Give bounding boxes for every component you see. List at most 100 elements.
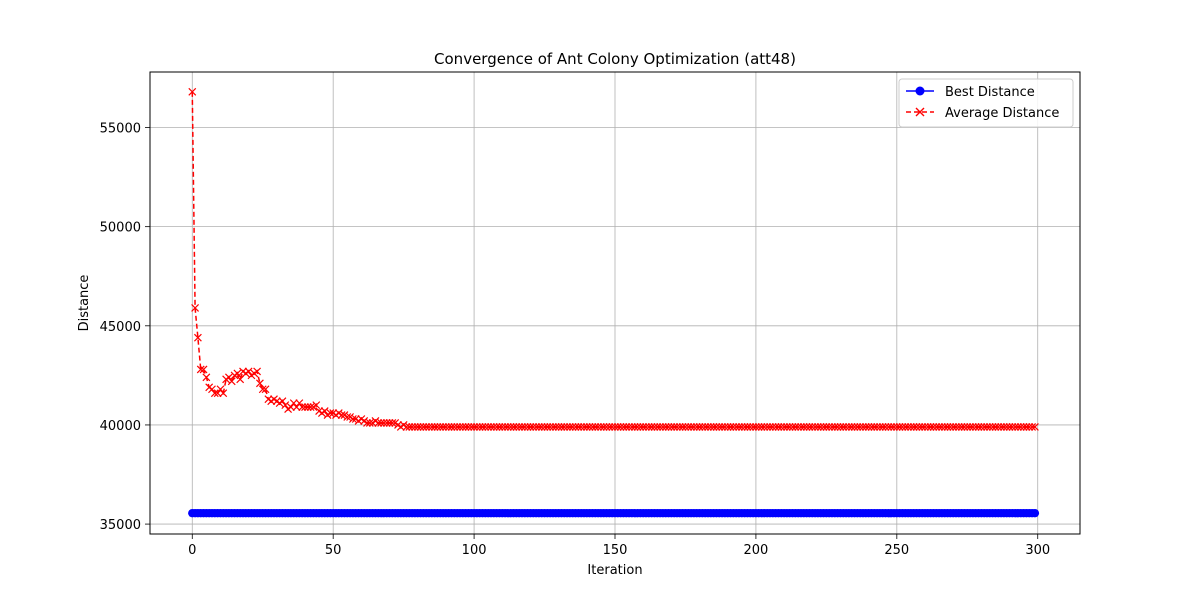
average-distance-point (425, 423, 433, 431)
average-distance-point (292, 403, 301, 412)
average-distance-point (337, 411, 346, 419)
average-distance-point (312, 401, 321, 410)
average-distance-point (963, 423, 972, 431)
average-distance-point (551, 423, 560, 431)
average-distance-point (348, 415, 357, 423)
y-tick-label: 35000 (100, 518, 141, 533)
average-distance-point (791, 423, 800, 431)
average-distance-point (644, 423, 653, 431)
average-distance-point (456, 423, 464, 431)
average-distance-point (613, 423, 622, 431)
average-distance-point (278, 397, 287, 406)
average-distance-point (988, 423, 997, 431)
average-distance-point (475, 423, 484, 431)
average-distance-point (503, 423, 512, 431)
average-distance-point (343, 413, 352, 421)
average-distance-point (602, 423, 611, 431)
average-distance-point (289, 399, 298, 408)
average-distance-point (365, 419, 374, 427)
average-distance-point (921, 423, 929, 431)
average-distance-point (729, 423, 738, 431)
average-distance-point (808, 423, 817, 431)
average-distance-point (563, 423, 572, 431)
average-distance-point (619, 423, 628, 431)
average-distance-point (363, 419, 371, 427)
average-distance-point (977, 423, 986, 431)
x-tick-label: 150 (603, 543, 628, 558)
average-distance-point (957, 423, 966, 431)
average-distance-point (971, 423, 980, 431)
best-distance-point (1030, 508, 1040, 518)
average-distance-point (188, 87, 197, 96)
average-distance-point (594, 423, 603, 431)
average-distance-point (785, 423, 794, 431)
average-distance-point (974, 423, 983, 431)
average-distance-point (382, 419, 391, 427)
average-distance-point (501, 423, 510, 431)
average-distance-point (244, 367, 253, 376)
average-distance-point (875, 423, 884, 431)
average-distance-point (582, 423, 591, 431)
average-distance-point (906, 423, 915, 431)
average-distance-point (664, 423, 673, 431)
average-distance-point (286, 403, 295, 412)
average-distance-point (856, 423, 865, 431)
average-distance-point (997, 423, 1006, 431)
average-distance-point (453, 423, 462, 431)
average-distance-point (844, 423, 853, 431)
average-distance-point (202, 373, 211, 382)
y-axis-label: Distance (77, 275, 92, 332)
average-distance-point (227, 377, 236, 386)
average-distance-point (673, 423, 681, 431)
average-distance-point (560, 423, 569, 431)
average-distance-point (588, 423, 597, 431)
x-tick-label: 200 (743, 543, 768, 558)
average-distance-point (444, 423, 453, 431)
average-distance-point (436, 423, 445, 431)
average-distance-point (565, 423, 574, 431)
average-distance-point (687, 423, 696, 431)
average-distance-point (546, 423, 555, 431)
average-distance-point (656, 423, 665, 431)
average-distance-point (878, 423, 887, 431)
average-distance-point (509, 423, 518, 431)
average-distance-point (946, 423, 955, 431)
average-distance-point (819, 423, 828, 431)
average-distance-point (873, 423, 882, 431)
average-distance-point (410, 423, 419, 431)
x-tick-label: 250 (884, 543, 909, 558)
average-distance-point (199, 365, 208, 374)
average-distance-point (326, 409, 335, 417)
x-tick-label: 0 (188, 543, 196, 558)
average-distance-point (960, 423, 969, 431)
average-distance-point (481, 423, 490, 431)
average-distance-point (591, 423, 600, 431)
average-distance-point (723, 423, 732, 431)
average-distance-point (709, 423, 718, 431)
average-distance-point (630, 423, 639, 431)
legend-box (898, 78, 1074, 128)
average-distance-point (768, 423, 777, 431)
average-distance-point (303, 403, 312, 412)
legend-average-marker (915, 107, 925, 117)
average-distance-point (712, 423, 721, 431)
average-distance-point (929, 423, 938, 431)
average-distance-point (749, 423, 758, 431)
average-distance-point (1022, 423, 1031, 431)
average-distance-point (780, 423, 789, 431)
average-distance-point (760, 423, 769, 431)
x-tick-label: 50 (325, 543, 342, 558)
average-distance-point (636, 423, 645, 431)
average-distance-point (740, 423, 749, 431)
average-distance-point (954, 423, 963, 431)
average-distance-point (870, 423, 879, 431)
average-distance-point (816, 423, 825, 431)
average-distance-point (952, 423, 960, 431)
average-distance-point (720, 423, 729, 431)
chart-title: Convergence of Ant Colony Optimization (… (434, 50, 796, 68)
average-distance-point (543, 423, 552, 431)
average-distance-point (737, 423, 746, 431)
average-distance-point (639, 423, 648, 431)
average-distance-point (692, 423, 701, 431)
average-distance-point (408, 423, 417, 431)
